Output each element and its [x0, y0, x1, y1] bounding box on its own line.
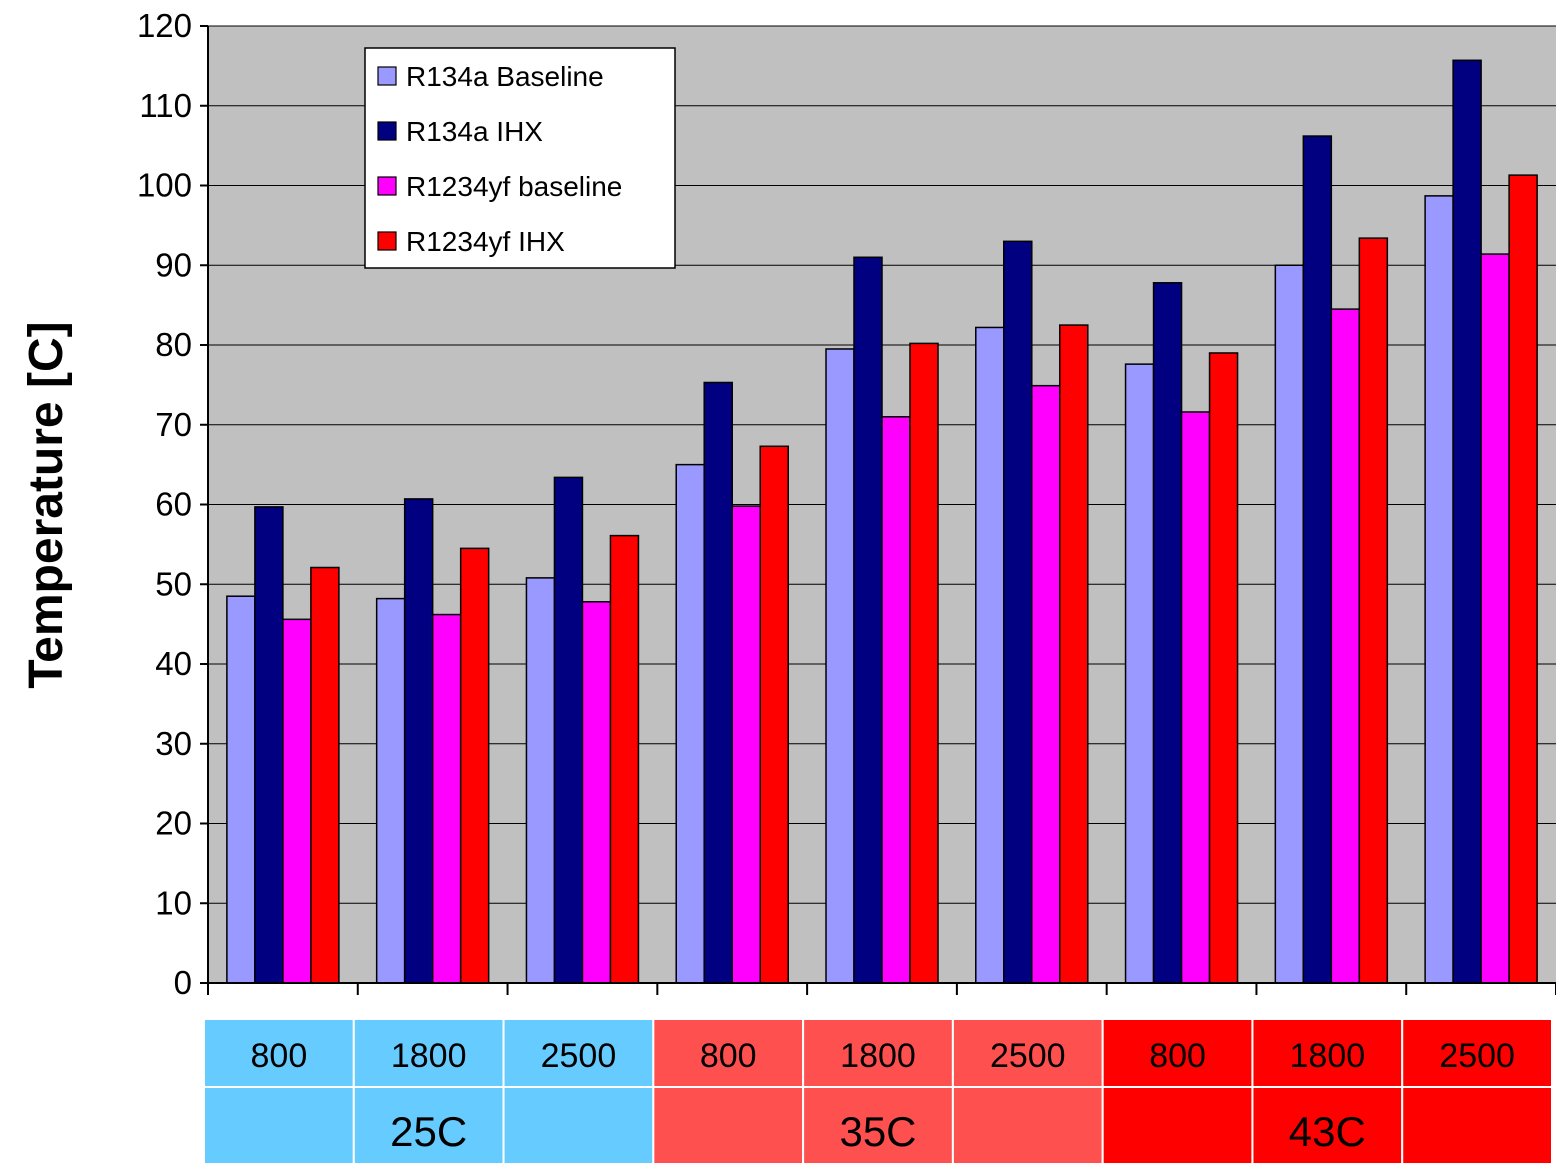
- x-axis-ticks: [207, 983, 1556, 995]
- bar: [881, 416, 911, 984]
- bar: [581, 601, 612, 984]
- x-tick-label: 1800: [1290, 1037, 1366, 1075]
- legend: R134a Baseline R134a IHX R1234yf baseline R…: [364, 47, 676, 269]
- y-tick-label: 20: [155, 805, 192, 842]
- x-tick-label: 1800: [840, 1037, 916, 1075]
- y-axis-label: Temperature [C]: [20, 321, 73, 688]
- bar: [975, 326, 1005, 984]
- y-tick-label: 50: [155, 565, 192, 602]
- table-cell-temp: [951, 1086, 1104, 1164]
- group-label: 25C: [390, 1108, 467, 1155]
- bar: [609, 534, 640, 984]
- bar: [1003, 240, 1033, 984]
- group-label: 35C: [839, 1108, 916, 1155]
- bars: [226, 59, 1538, 984]
- bar: [703, 381, 733, 984]
- y-tick-label: 90: [155, 246, 192, 283]
- x-tick-label: 2500: [990, 1037, 1066, 1075]
- bar: [1508, 174, 1538, 984]
- table-cell-speed: [1101, 1018, 1254, 1088]
- bar: [375, 597, 406, 984]
- table-cell-temp: [352, 1086, 505, 1164]
- x-tick-label: 2500: [541, 1037, 617, 1075]
- x-tick-label: 800: [1149, 1037, 1206, 1075]
- y-tick-label: 60: [155, 486, 192, 523]
- bar: [1274, 264, 1305, 984]
- y-tick-label: 40: [155, 645, 192, 682]
- legend-swatch: [377, 121, 397, 141]
- y-tick-label: 80: [155, 326, 192, 363]
- y-tick-label: 0: [174, 964, 192, 1001]
- y-tick-label: 110: [139, 87, 192, 124]
- table-cell-speed: [203, 1018, 355, 1088]
- x-tick-label: 2500: [1439, 1037, 1515, 1075]
- legend-label: R134a IHX: [406, 116, 543, 147]
- bar: [459, 547, 490, 984]
- category-table: 800 1800 2500 800 1800 2500 800 1800 2500 25C 35C 4…: [203, 1018, 1553, 1164]
- y-tick-label: 10: [155, 884, 192, 921]
- bar: [1031, 384, 1061, 984]
- bar: [1452, 59, 1482, 984]
- table-cell-temp: [203, 1086, 355, 1164]
- bar: [1208, 352, 1239, 984]
- table-cell-temp: [1251, 1086, 1404, 1164]
- bar: [731, 505, 761, 984]
- bar: [282, 618, 312, 984]
- table-cell-speed: [1401, 1018, 1553, 1088]
- bar: [1180, 411, 1211, 984]
- bar: [1059, 324, 1089, 984]
- group-label: 43C: [1289, 1108, 1366, 1155]
- bar: [759, 445, 789, 984]
- bar: [525, 577, 556, 984]
- legend-swatch: [377, 231, 397, 251]
- legend-label: R1234yf IHX: [406, 226, 565, 257]
- bar: [553, 476, 584, 984]
- bar: [310, 566, 340, 984]
- bar: [254, 506, 284, 984]
- bar: [1424, 195, 1454, 984]
- bar: [226, 595, 256, 984]
- bar: [1330, 308, 1361, 984]
- y-tick-label: 100: [137, 167, 192, 204]
- bar: [403, 498, 434, 984]
- x-tick-label: 800: [251, 1037, 308, 1075]
- bar: [1358, 237, 1389, 984]
- bar: [1480, 253, 1510, 984]
- table-cell-temp: [502, 1086, 655, 1164]
- bar: [431, 613, 462, 984]
- table-cell-speed: [1251, 1018, 1404, 1088]
- bar: [853, 256, 883, 984]
- table-cell-speed: [352, 1018, 505, 1088]
- legend-label: R134a Baseline: [406, 61, 604, 92]
- x-tick-label: 800: [700, 1037, 757, 1075]
- legend-box: [364, 47, 676, 269]
- y-tick-label: 30: [155, 725, 192, 762]
- bar: [1152, 282, 1183, 984]
- bar: [825, 348, 855, 984]
- x-tick-label: 1800: [391, 1037, 467, 1075]
- legend-swatch: [377, 66, 397, 86]
- bar: [909, 342, 939, 984]
- bar: [1302, 135, 1333, 984]
- table-cell-temp: [652, 1086, 805, 1164]
- table-cell-temp: [1101, 1086, 1254, 1164]
- table-cell-speed: [802, 1018, 954, 1088]
- legend-label: R1234yf baseline: [406, 171, 622, 202]
- y-tick-label: 120: [137, 7, 192, 44]
- y-tick-label: 70: [155, 406, 192, 443]
- legend-swatch: [377, 176, 397, 196]
- table-cell-temp: [1401, 1086, 1553, 1164]
- bar: [1124, 363, 1155, 984]
- y-axis-ticks: 0 10 20 30 40 50 60 70 80 90 100 110 120: [137, 7, 208, 1001]
- bar: [675, 463, 705, 984]
